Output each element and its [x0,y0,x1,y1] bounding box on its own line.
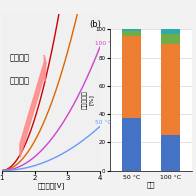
Y-axis label: 法拉第效率
[%]: 法拉第效率 [%] [82,91,94,109]
Bar [161,34,180,44]
Text: 电压降低: 电压降低 [10,77,30,86]
FancyArrow shape [20,55,46,158]
Bar [122,36,141,118]
Bar [122,118,141,171]
Text: (b): (b) [89,20,101,29]
Text: 100 °C: 100 °C [95,41,115,46]
Text: 50 °C: 50 °C [95,120,112,125]
Bar [161,44,180,135]
Text: 温度增加: 温度增加 [10,53,30,62]
Bar [122,31,141,36]
Bar [161,29,180,34]
X-axis label: 施加电压[V]: 施加电压[V] [37,182,65,189]
Bar [122,29,141,31]
X-axis label: 温度: 温度 [147,181,155,188]
Bar [161,135,180,171]
